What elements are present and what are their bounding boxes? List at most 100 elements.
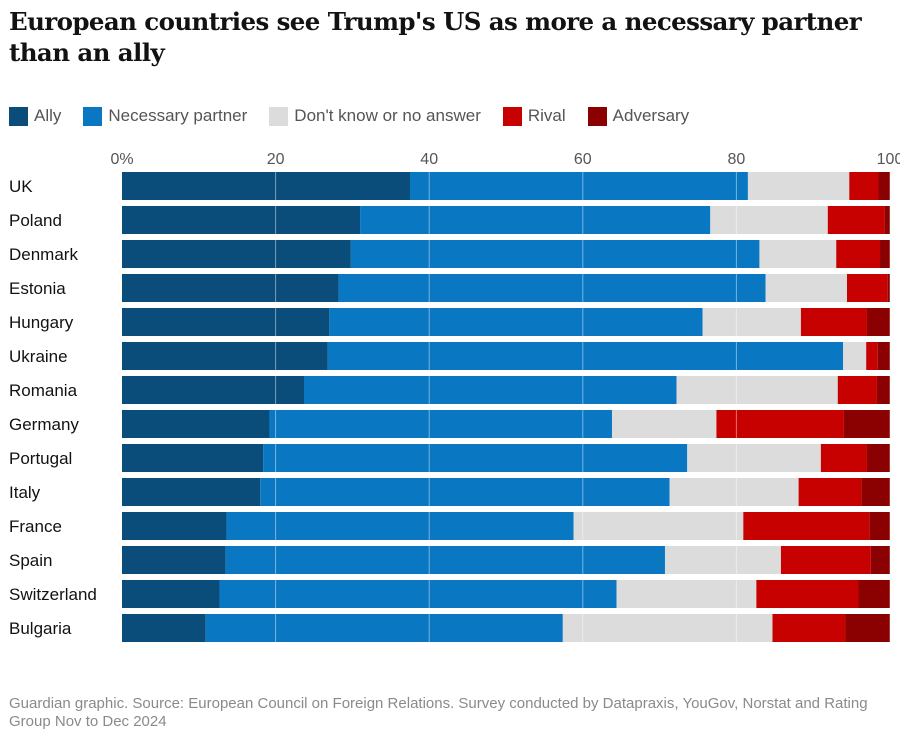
bar-segment — [843, 410, 890, 438]
bar-segment — [122, 512, 227, 540]
bar-segment — [687, 444, 821, 472]
bar-segment — [327, 342, 844, 370]
legend-item-ally: Ally — [9, 106, 61, 126]
bar-segment — [226, 512, 574, 540]
bar-segment — [122, 410, 270, 438]
bar-segment — [676, 376, 838, 404]
category-label: Italy — [9, 483, 41, 502]
bar-segment — [846, 274, 888, 302]
category-label: Denmark — [9, 245, 78, 264]
bar-segment — [870, 546, 890, 574]
legend-label-adversary: Adversary — [612, 106, 690, 125]
legend-label-necessary-partner: Necessary partner — [108, 106, 248, 125]
category-label: Bulgaria — [9, 619, 72, 638]
bar-segment — [743, 512, 870, 540]
bar-segment — [219, 580, 617, 608]
bar-segment — [866, 308, 890, 336]
bar-segment — [122, 206, 361, 234]
bar-segment — [759, 240, 837, 268]
bar-segment — [843, 342, 867, 370]
bar-segment — [263, 444, 688, 472]
legend: Ally Necessary partner Don't know or no … — [9, 103, 711, 129]
bar-segment — [122, 376, 305, 404]
bar-segment — [122, 444, 264, 472]
bar-segment — [122, 546, 226, 574]
bar-segment — [664, 546, 781, 574]
bar-segment — [611, 410, 717, 438]
bar-segment — [616, 580, 757, 608]
bar-segment — [772, 614, 846, 642]
category-label: Portugal — [9, 449, 72, 468]
bar-segment — [573, 512, 744, 540]
category-label: Poland — [9, 211, 62, 230]
bar-segment — [878, 172, 890, 200]
bar-segment — [780, 546, 871, 574]
category-label: Estonia — [9, 279, 66, 298]
bar-segment — [866, 342, 878, 370]
bar-segment — [820, 444, 867, 472]
bar-segment — [877, 342, 890, 370]
bar-segment — [410, 172, 748, 200]
bar-segment — [716, 410, 844, 438]
bar-segment — [866, 444, 890, 472]
legend-item-dont-know: Don't know or no answer — [269, 106, 481, 126]
x-tick-label: 100 — [877, 151, 900, 168]
bar-segment — [849, 172, 879, 200]
category-label: Germany — [9, 415, 79, 434]
bar-segment — [845, 614, 890, 642]
bar-segment — [861, 478, 890, 506]
bar-segment — [798, 478, 862, 506]
bar-segment — [884, 206, 890, 234]
source-note: Guardian graphic. Source: European Counc… — [9, 695, 868, 730]
bar-segment — [205, 614, 563, 642]
category-label: Romania — [9, 381, 78, 400]
legend-item-adversary: Adversary — [587, 106, 690, 126]
bar-segment — [858, 580, 890, 608]
bar-segment — [260, 478, 670, 506]
bar-segment — [800, 308, 867, 336]
category-label: Hungary — [9, 313, 74, 332]
bar-segment — [702, 308, 801, 336]
bar-segment — [562, 614, 773, 642]
chart-title: European countries see Trump's US as mor… — [9, 7, 862, 67]
bar-segment — [669, 478, 799, 506]
category-label: Switzerland — [9, 585, 97, 604]
bar-segment — [122, 342, 328, 370]
legend-swatch-ally — [9, 106, 28, 126]
bar-segment — [269, 410, 612, 438]
legend-swatch-dont-know — [269, 106, 289, 126]
category-label: France — [9, 517, 62, 536]
bar-segment — [350, 240, 760, 268]
bar-segment — [869, 512, 890, 540]
bar-segment — [710, 206, 828, 234]
category-label: UK — [9, 177, 33, 196]
bar-segment — [747, 172, 850, 200]
legend-label-rival: Rival — [527, 106, 566, 125]
x-tick-label: 60 — [574, 151, 592, 168]
bar-segment — [122, 614, 206, 642]
bar-segment — [837, 376, 877, 404]
bar-segment — [122, 308, 330, 336]
bar-segment — [880, 240, 890, 268]
bar-segment — [876, 376, 890, 404]
category-label: Ukraine — [9, 347, 68, 366]
bar-segment — [122, 580, 220, 608]
category-label: Spain — [9, 551, 52, 570]
legend-swatch-necessary-partner — [83, 106, 103, 126]
bar-segment — [756, 580, 859, 608]
bar-segment — [225, 546, 665, 574]
bar-segment — [304, 376, 677, 404]
stacked-bar-chart: 0% 20 40 60 80 100 UK Poland Denmark Estonia Hunga… — [9, 151, 900, 642]
bar-segment — [765, 274, 847, 302]
legend-label-ally: Ally — [34, 106, 62, 125]
bar-segment — [887, 274, 890, 302]
bar-segment — [827, 206, 885, 234]
bar-segment — [122, 274, 339, 302]
x-tick-label: 80 — [728, 151, 746, 168]
bar-segment — [338, 274, 766, 302]
bar-segment — [122, 478, 261, 506]
bar-segment — [360, 206, 711, 234]
bar-segment — [836, 240, 881, 268]
bar-segment — [122, 172, 410, 200]
legend-item-necessary-partner: Necessary partner — [83, 106, 247, 126]
